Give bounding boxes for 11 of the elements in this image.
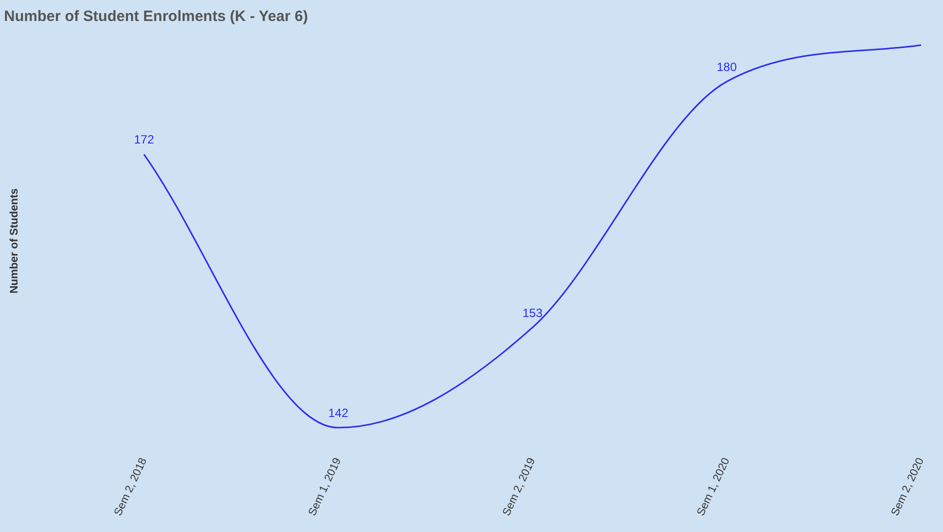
chart-title: Number of Student Enrolments (K - Year 6)	[4, 8, 308, 26]
x-tick-label: Sem 1, 2019	[306, 456, 344, 518]
data-label: 172	[134, 132, 154, 147]
data-label: 180	[716, 60, 738, 74]
x-tick-label: Sem 2, 2018	[112, 456, 150, 518]
x-tick-label: Sem 2, 2019	[500, 456, 538, 518]
y-axis-title: Number of Students	[8, 188, 21, 294]
x-tick-label: Sem 2, 2020	[889, 456, 927, 518]
data-label: 153	[522, 306, 543, 320]
x-tick-label: Sem 1, 2020	[695, 456, 732, 518]
data-label: 142	[328, 406, 349, 420]
